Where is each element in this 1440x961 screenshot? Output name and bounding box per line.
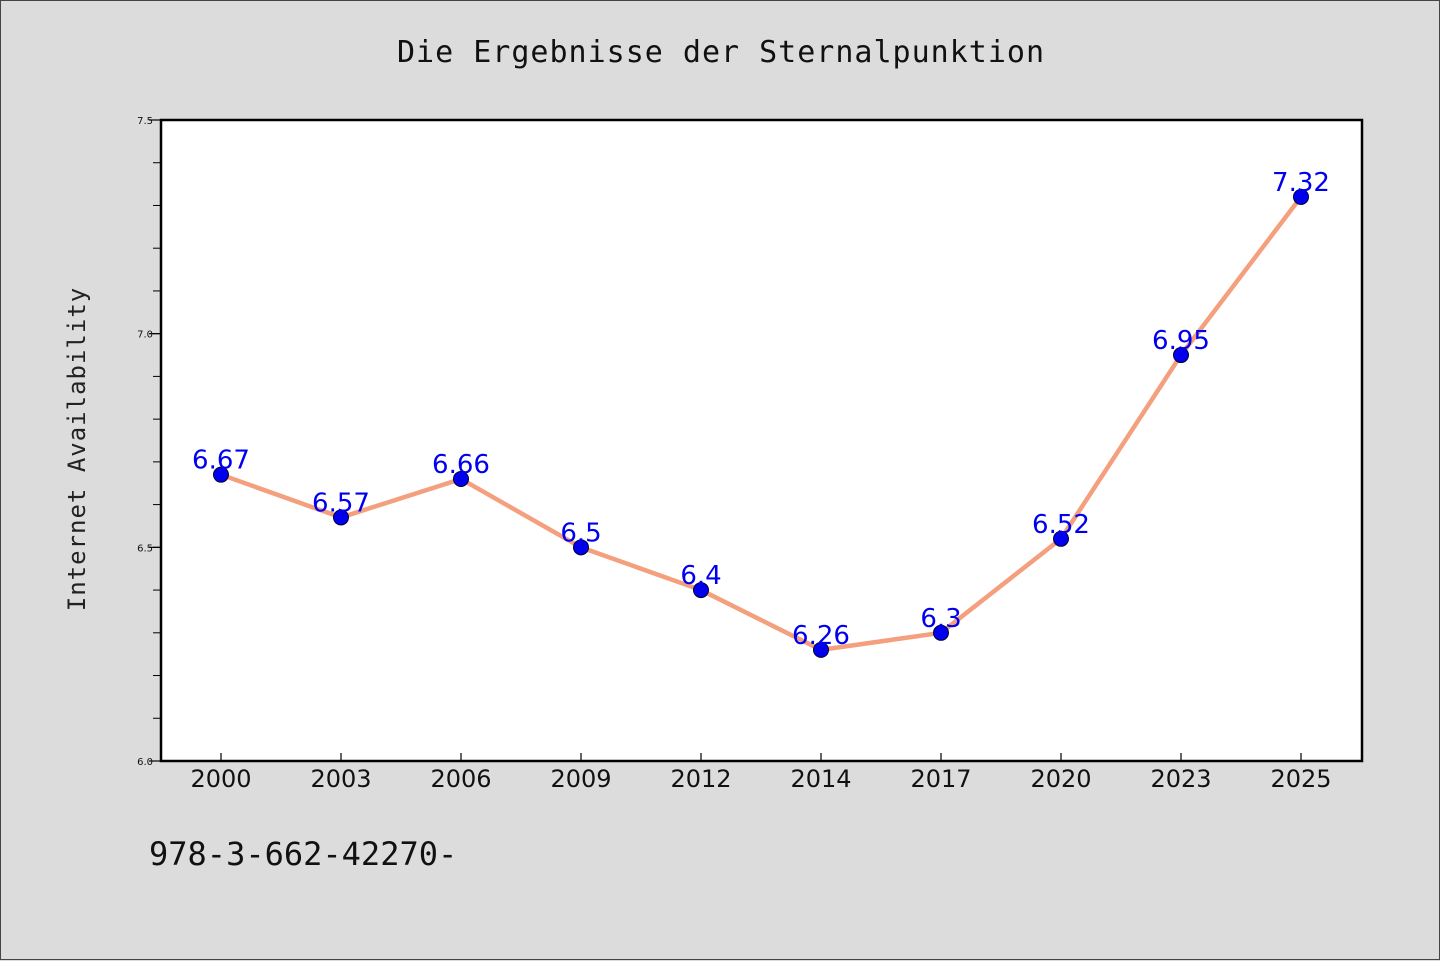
data-label: 6.26 (792, 621, 850, 651)
data-point (933, 624, 949, 641)
y-tick-label: 7.0 (137, 330, 153, 341)
plot-area (159, 118, 1364, 763)
x-tick-label: 2006 (430, 765, 491, 793)
data-label: 6.66 (432, 450, 490, 480)
x-tick-label: 2025 (1270, 765, 1331, 793)
data-label: 6.4 (680, 561, 721, 591)
data-label: 7.32 (1272, 168, 1330, 198)
data-point (333, 509, 349, 526)
data-point (693, 582, 709, 599)
y-tick-label: 7.5 (137, 116, 153, 127)
x-tick-label: 2014 (790, 765, 851, 793)
data-point (573, 539, 589, 556)
data-point (1053, 530, 1069, 547)
data-label: 6.57 (312, 488, 370, 518)
y-tick-label: 6.0 (137, 757, 153, 768)
x-tick-label: 2009 (550, 765, 611, 793)
x-tick-label: 2012 (670, 765, 731, 793)
y-tick-label: 6.5 (137, 543, 153, 554)
data-point (453, 470, 469, 487)
x-tick-label: 2017 (910, 765, 971, 793)
data-label: 6.3 (920, 604, 961, 634)
series-group: 6.67 6.57 6.66 6.5 6.4 6.26 6.3 6.52 6.95 7.32 (192, 168, 1330, 658)
x-tick-label: 2000 (190, 765, 251, 793)
data-point (1293, 188, 1309, 205)
x-tick-label: 2020 (1030, 765, 1091, 793)
y-axis: 6.0 6.5 7.0 7.5 (137, 116, 161, 768)
x-tick-label: 2023 (1150, 765, 1211, 793)
data-label: 6.67 (192, 446, 250, 476)
data-point (813, 641, 829, 658)
data-label: 6.5 (560, 518, 601, 548)
x-axis: 2000 2003 2006 2009 2012 2014 2017 2020 2023 2025 (190, 753, 1332, 793)
series-line (218, 194, 1304, 653)
data-point (213, 466, 229, 483)
data-label: 6.95 (1152, 326, 1210, 356)
x-tick-label: 2003 (310, 765, 371, 793)
data-point (1173, 347, 1189, 364)
footer-code: 978-3-662-42270- (149, 835, 458, 873)
data-label: 6.52 (1032, 510, 1090, 540)
chart-title: Die Ergebnisse der Sternalpunktion (396, 35, 1046, 70)
